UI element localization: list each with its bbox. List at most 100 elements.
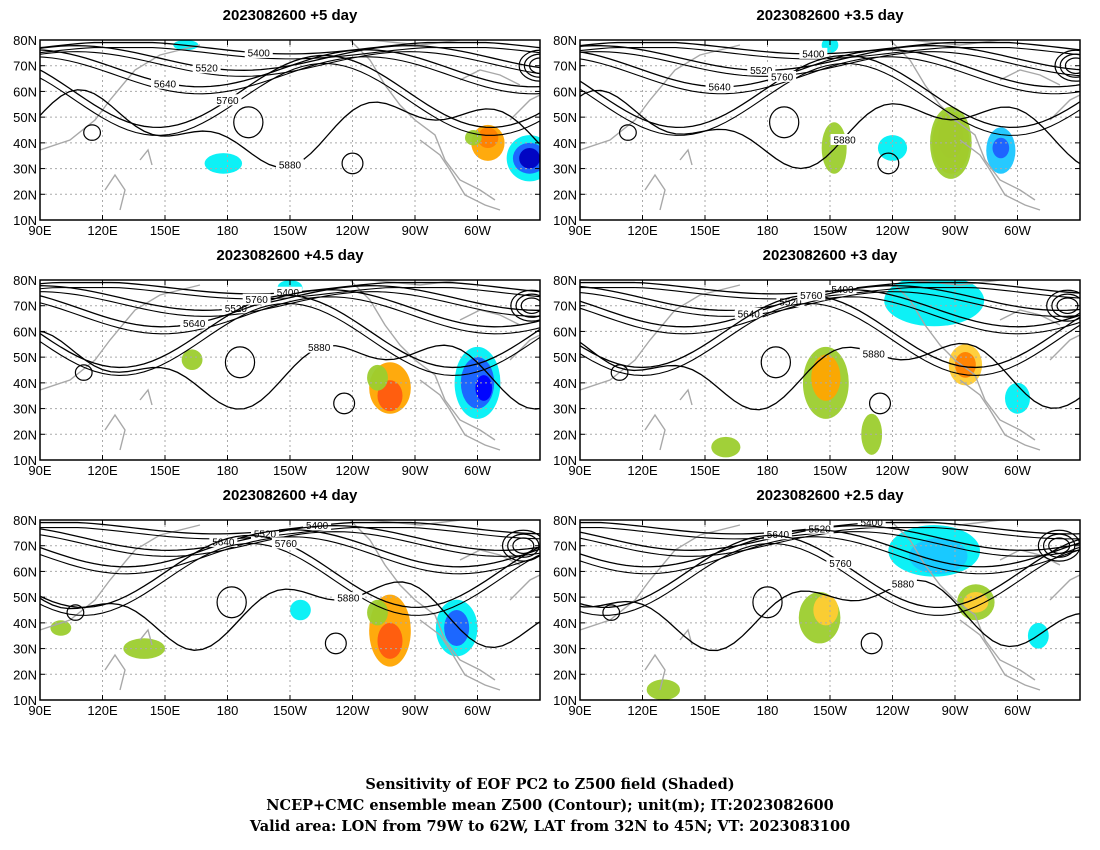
lat-label: 10N: [553, 213, 577, 228]
contour-label: 5400: [802, 49, 825, 60]
contour-5520: [580, 45, 1080, 71]
contour-line: [40, 542, 540, 616]
closed-contour: [768, 106, 800, 139]
lon-label: 180: [217, 463, 239, 478]
coastline: [40, 284, 201, 391]
lon-label: 90E: [568, 223, 591, 238]
contour-label-bg: [303, 520, 332, 531]
lon-label: 120E: [627, 463, 658, 478]
panel-title-3: 2023082600 +4.5 day: [216, 247, 364, 264]
coastline: [40, 524, 201, 631]
panel-title-4: 2023082600 +3 day: [762, 247, 898, 264]
lon-label: 180: [757, 703, 779, 718]
contour-label-bg: [826, 557, 855, 569]
contour-label-bg: [276, 159, 304, 171]
contour-line: [40, 527, 540, 540]
closed-contour: [1046, 289, 1080, 322]
coastline: [104, 413, 126, 451]
lon-label: 150W: [813, 463, 848, 478]
map-panel-2: 5400 5520 5640 5760 5880 80N 70N 60N 50N 40N 30N 20…: [553, 33, 1081, 238]
contour-label-bg: [888, 578, 917, 590]
lon-label: 120E: [627, 703, 658, 718]
lon-label: 150E: [150, 703, 181, 718]
lon-label: 120E: [87, 223, 118, 238]
lat-label: 40N: [553, 136, 577, 151]
closed-contour: [618, 124, 637, 141]
coastline: [139, 148, 153, 166]
lon-label: 120W: [336, 463, 371, 478]
coastline: [644, 413, 666, 451]
contour-label: 5760: [246, 295, 269, 306]
shaded-region: [1005, 382, 1030, 414]
coastline: [459, 549, 521, 566]
closed-contour: [523, 53, 540, 78]
shaded-region: [367, 364, 388, 391]
contour-line: [580, 47, 1080, 60]
contour-line: [40, 536, 540, 575]
lon-label: 120W: [336, 703, 371, 718]
contour-label-bg: [828, 283, 857, 295]
lat-label: 50N: [553, 350, 577, 365]
closed-contour: [868, 392, 892, 415]
lat-label: 80N: [553, 33, 577, 48]
coastline: [644, 173, 666, 211]
contour-line: [580, 291, 1080, 317]
shaded-region: [377, 380, 403, 412]
shaded-region: [123, 638, 165, 659]
lon-label: 60W: [464, 223, 491, 238]
coastline: [459, 69, 521, 86]
shaded-region: [811, 354, 841, 401]
closed-contour: [752, 586, 783, 619]
contour-label: 5400: [861, 518, 884, 529]
contour-label-bg: [192, 62, 221, 74]
lon-label: 120E: [87, 703, 118, 718]
lon-label: 120W: [876, 223, 911, 238]
contour-label: 5760: [800, 291, 823, 302]
lat-label: 80N: [553, 273, 577, 288]
shaded-region: [711, 436, 741, 458]
contour-label: 5760: [216, 96, 239, 107]
lat-label: 70N: [13, 539, 37, 554]
contour-label: 5640: [708, 82, 731, 93]
coastline: [139, 628, 153, 646]
lat-label: 30N: [553, 162, 577, 177]
lon-label: 180: [217, 703, 239, 718]
contour-label: 5520: [254, 529, 277, 540]
contour-line: [40, 302, 540, 376]
lon-label: 120W: [876, 703, 911, 718]
contour-label-bg: [180, 317, 209, 329]
contour-label: 5880: [337, 594, 360, 605]
closed-contour: [324, 632, 347, 655]
contour-label-bg: [251, 527, 279, 539]
lon-label: 90E: [28, 703, 51, 718]
lat-label: 20N: [13, 667, 37, 682]
shaded-region: [646, 679, 680, 700]
shaded-region: [367, 599, 388, 626]
closed-contour: [602, 604, 621, 621]
lat-label: 10N: [553, 453, 577, 468]
closed-contour: [333, 392, 356, 415]
map-panel-6: 5400552056405760588080N70N60N50N40N30N20…: [553, 513, 1081, 718]
shaded-region: [813, 594, 839, 626]
contour-label: 5760: [275, 539, 298, 550]
coastline: [580, 284, 741, 391]
closed-contour: [1059, 53, 1080, 78]
closed-contour: [66, 604, 85, 621]
contour-label-bg: [857, 520, 886, 528]
coastline: [419, 139, 501, 211]
shaded-region: [821, 122, 847, 174]
contour-label: 5760: [771, 72, 794, 83]
contour-label-bg: [209, 535, 238, 547]
contour-5400: [40, 41, 540, 55]
closed-contour: [1064, 57, 1080, 75]
contour-5880: [580, 89, 1080, 170]
lat-label: 20N: [553, 427, 577, 442]
contour-label: 5520: [779, 297, 802, 308]
contour-5520: [40, 285, 540, 311]
lat-label: 50N: [13, 110, 37, 125]
shaded-region: [963, 592, 989, 613]
